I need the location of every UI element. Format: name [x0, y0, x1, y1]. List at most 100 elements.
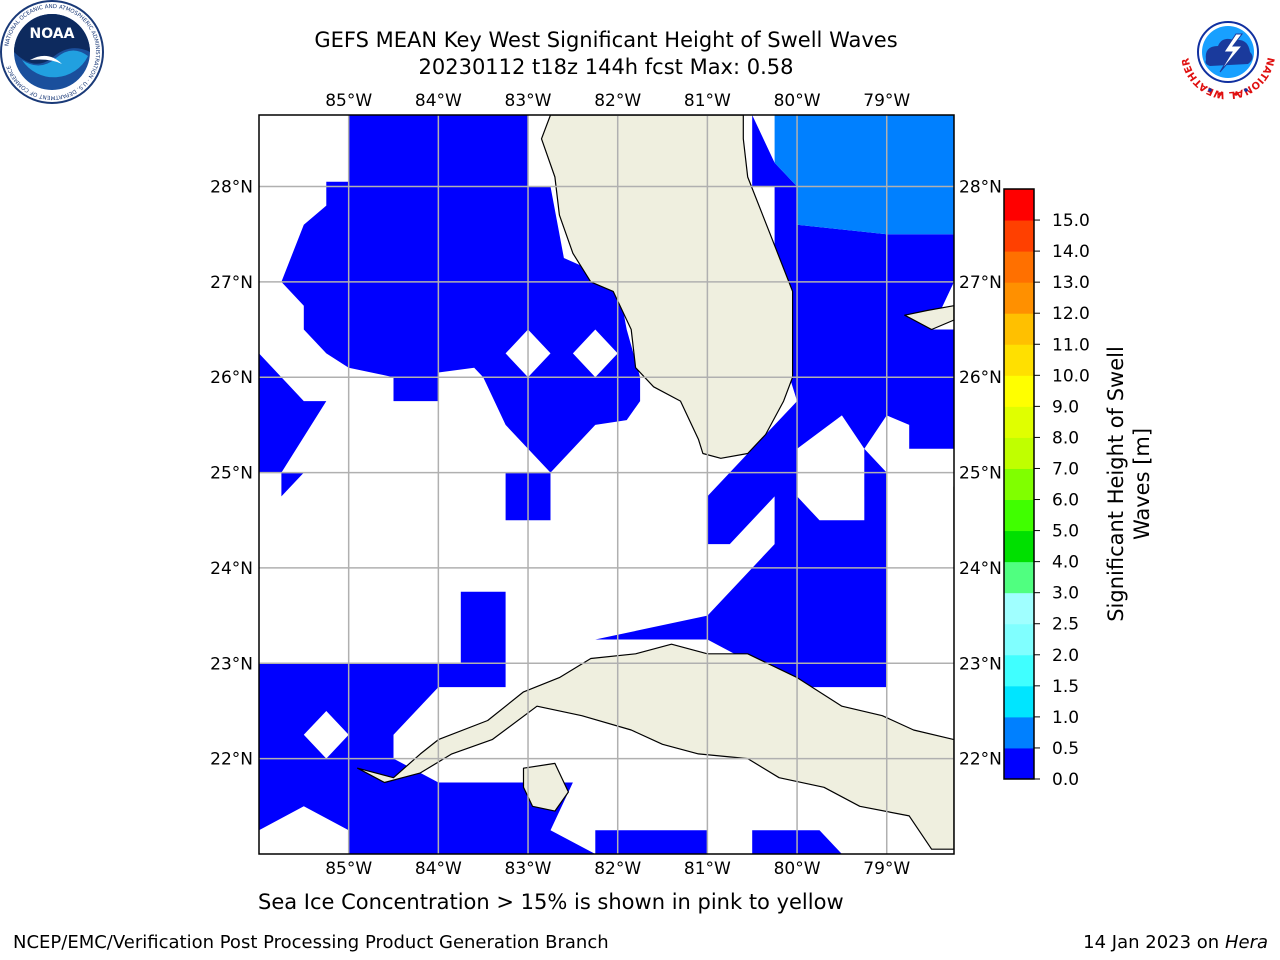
colorbar-tick-label: 12.0 [1052, 304, 1090, 324]
colorbar-tick-label: 1.5 [1052, 677, 1079, 697]
colorbar-tick-label: 15.0 [1052, 211, 1090, 231]
chart-run-info: 20230112 t18z 144h fcst Max: 0.58 [418, 55, 794, 79]
colorbar-frame [1003, 188, 1035, 780]
land-bahamas_andros [953, 486, 954, 531]
land-cuba [357, 643, 954, 850]
colorbar-tick-label: 0.0 [1052, 770, 1079, 790]
lat-tick-label-left: 26°N [210, 368, 253, 388]
colorbar-tick-label: 2.0 [1052, 646, 1079, 666]
colorbar-tick-label: 5.0 [1052, 522, 1079, 542]
colorbar-tick-label: 6.0 [1052, 491, 1079, 511]
map-frame [258, 114, 955, 855]
colorbar-label: Significant Height of Swell Waves [m] [1104, 346, 1154, 622]
nws-logo-icon: NATIONAL WEATHER SERVICE [1176, 0, 1278, 102]
footer-host: Hera [1224, 932, 1268, 953]
lon-tick-label-bottom: 79°W [863, 859, 910, 879]
colorbar-segment [1004, 747, 1034, 780]
colorbar-tick-label: 0.5 [1052, 739, 1079, 759]
colorbar-segment [1004, 499, 1034, 532]
footer-date: 14 Jan 2023 on Hera [1083, 932, 1268, 953]
colorbar-segment [1004, 282, 1034, 314]
lat-tick-label-left: 27°N [210, 273, 253, 293]
swell-region-0-0.5 [281, 115, 641, 473]
map-background [259, 115, 954, 854]
lon-tick-label-top: 80°W [774, 91, 821, 111]
colorbar-tick-label: 9.0 [1052, 397, 1079, 417]
lat-tick-label-left: 22°N [210, 750, 253, 770]
colorbar-segment [1004, 561, 1034, 594]
lon-tick-label-bottom: 81°W [684, 859, 731, 879]
footer-date-text: 14 Jan 2023 on [1083, 932, 1225, 953]
no-data-region [864, 415, 910, 473]
colorbar-segment [1004, 623, 1034, 656]
colorbar-segment [1004, 530, 1034, 563]
no-data-region [797, 415, 865, 521]
colorbar-segment [1004, 220, 1034, 252]
colorbar-tick-label: 7.0 [1052, 459, 1079, 479]
lon-tick-label-bottom: 84°W [415, 859, 462, 879]
lon-tick-label-top: 79°W [863, 91, 910, 111]
land-florida [540, 115, 794, 459]
colorbar-tick-label: 3.0 [1052, 584, 1079, 604]
colorbar-segment [1004, 313, 1034, 345]
noaa-logo-text: NOAA [30, 26, 75, 42]
colorbar-segment [1004, 251, 1034, 283]
lon-tick-label-bottom: 85°W [325, 859, 372, 879]
lon-tick-label-top: 82°W [594, 91, 641, 111]
lon-tick-label-top: 85°W [325, 91, 372, 111]
swell-region-0-0.5 [752, 830, 842, 854]
colorbar-segment [1004, 344, 1034, 376]
swell-region-0-0.5 [595, 830, 708, 854]
swell-region-0-0.5 [259, 591, 506, 854]
colorbar-segment [1004, 654, 1034, 687]
lat-tick-label-right: 28°N [959, 178, 1002, 198]
colorbar-label-line1: Significant Height of Swell [1104, 346, 1128, 622]
lat-tick-label-left: 23°N [210, 654, 253, 674]
swell-region-0-0.5 [259, 353, 327, 497]
colorbar-tick-label: 4.0 [1052, 553, 1079, 573]
colorbar-segment [1004, 189, 1034, 221]
lat-tick-label-right: 26°N [959, 368, 1002, 388]
colorbar-label-line2: Waves [m] [1130, 428, 1154, 540]
no-data-region [303, 711, 349, 759]
noaa-logo-icon: NATIONAL OCEANIC AND ATMOSPHERIC ADMINIS… [0, 0, 104, 104]
lon-tick-label-top: 84°W [415, 91, 462, 111]
colorbar-tick-label: 10.0 [1052, 366, 1090, 386]
swell-region-0-0.5 [505, 472, 551, 521]
colorbar-segment [1004, 375, 1034, 407]
lon-tick-label-bottom: 80°W [774, 859, 821, 879]
no-data-region [572, 329, 618, 378]
no-data-region [505, 329, 551, 378]
lon-tick-label-bottom: 82°W [594, 859, 641, 879]
lat-tick-label-left: 24°N [210, 559, 253, 579]
colorbar-segment [1004, 592, 1034, 625]
lat-tick-label-right: 22°N [959, 750, 1002, 770]
colorbar-tick-label: 11.0 [1052, 335, 1090, 355]
swell-region-0-0.5 [707, 377, 753, 449]
chart-title: GEFS MEAN Key West Significant Height of… [314, 28, 898, 52]
colorbar-segment [1004, 406, 1034, 438]
lon-tick-label-top: 81°W [684, 91, 731, 111]
sea-ice-note: Sea Ice Concentration > 15% is shown in … [258, 890, 844, 914]
lon-tick-label-top: 83°W [505, 91, 552, 111]
colorbar-segment [1004, 437, 1034, 469]
land-bahamas_gb [904, 305, 954, 331]
colorbar-tick-label: 14.0 [1052, 242, 1090, 262]
lat-tick-label-left: 28°N [210, 178, 253, 198]
colorbar-tick-label: 13.0 [1052, 273, 1090, 293]
land-isla_juventud [522, 762, 570, 812]
lat-tick-label-left: 25°N [210, 464, 253, 484]
lat-tick-label-right: 24°N [959, 559, 1002, 579]
colorbar-segment [1004, 716, 1034, 749]
colorbar-tick-label: 8.0 [1052, 428, 1079, 448]
colorbar-segment [1004, 468, 1034, 501]
lon-tick-label-bottom: 83°W [505, 859, 552, 879]
swell-region-0-0.5 [595, 115, 954, 688]
lat-tick-label-right: 27°N [959, 273, 1002, 293]
lat-tick-label-right: 23°N [959, 654, 1002, 674]
swell-region-0.5-1.0 [774, 115, 954, 235]
swell-region-0-0.5 [438, 782, 596, 854]
colorbar-segment [1004, 685, 1034, 718]
colorbar-tick-label: 1.0 [1052, 708, 1079, 728]
